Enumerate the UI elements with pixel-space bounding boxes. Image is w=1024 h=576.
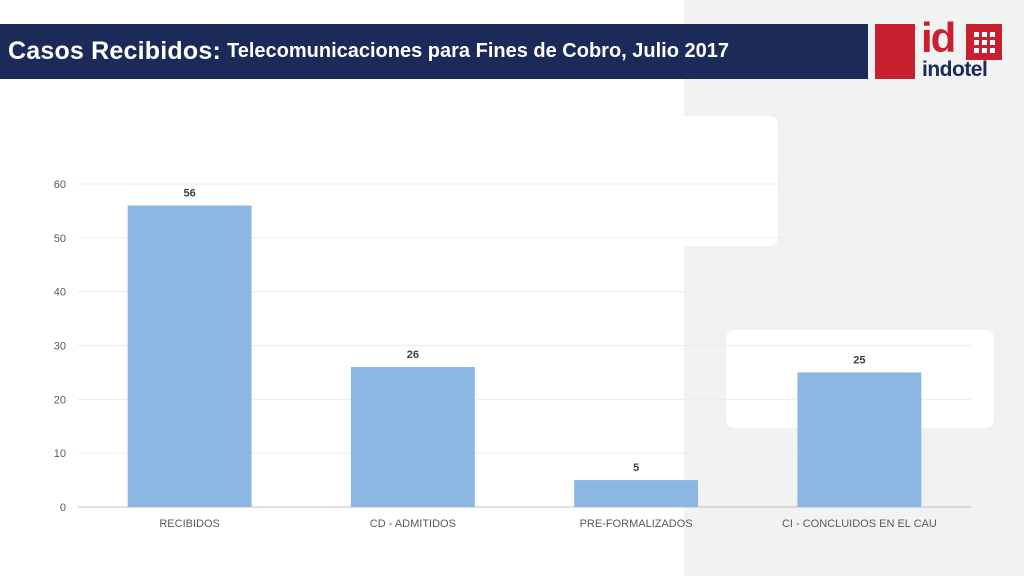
- bar: [797, 372, 922, 507]
- data-label: 56: [184, 188, 196, 200]
- bar: [350, 367, 475, 507]
- y-tick-label: 60: [54, 179, 66, 191]
- page-title: Casos Recibidos:: [8, 37, 221, 65]
- background-white-card: [560, 116, 778, 246]
- x-tick-label: PRE-FORMALIZADOS: [580, 518, 693, 530]
- bar: [127, 205, 252, 508]
- data-label: 26: [407, 349, 419, 361]
- y-tick-label: 40: [54, 287, 66, 299]
- x-tick-label: RECIBIDOS: [159, 518, 220, 530]
- background-white-card: [560, 246, 684, 576]
- y-tick-label: 50: [54, 233, 66, 245]
- data-label: 25: [853, 354, 865, 366]
- logo-id-mark: id: [921, 14, 956, 61]
- logo-grid-icon: [966, 24, 1002, 60]
- title-bar: Casos Recibidos: Telecomunicaciones para…: [0, 24, 868, 79]
- y-tick-label: 20: [54, 394, 66, 406]
- logo-text: indotel: [922, 58, 988, 81]
- logo-red-block: [875, 24, 915, 79]
- x-tick-label: CI - CONCLUIDOS EN EL CAU: [782, 518, 937, 530]
- x-tick-label: CD - ADMITIDOS: [370, 518, 456, 530]
- page-subtitle: Telecomunicaciones para Fines de Cobro, …: [226, 40, 729, 62]
- bar: [574, 480, 699, 507]
- y-tick-label: 0: [60, 502, 66, 514]
- y-tick-label: 10: [54, 448, 66, 460]
- data-label: 5: [633, 462, 639, 474]
- y-tick-label: 30: [54, 341, 66, 353]
